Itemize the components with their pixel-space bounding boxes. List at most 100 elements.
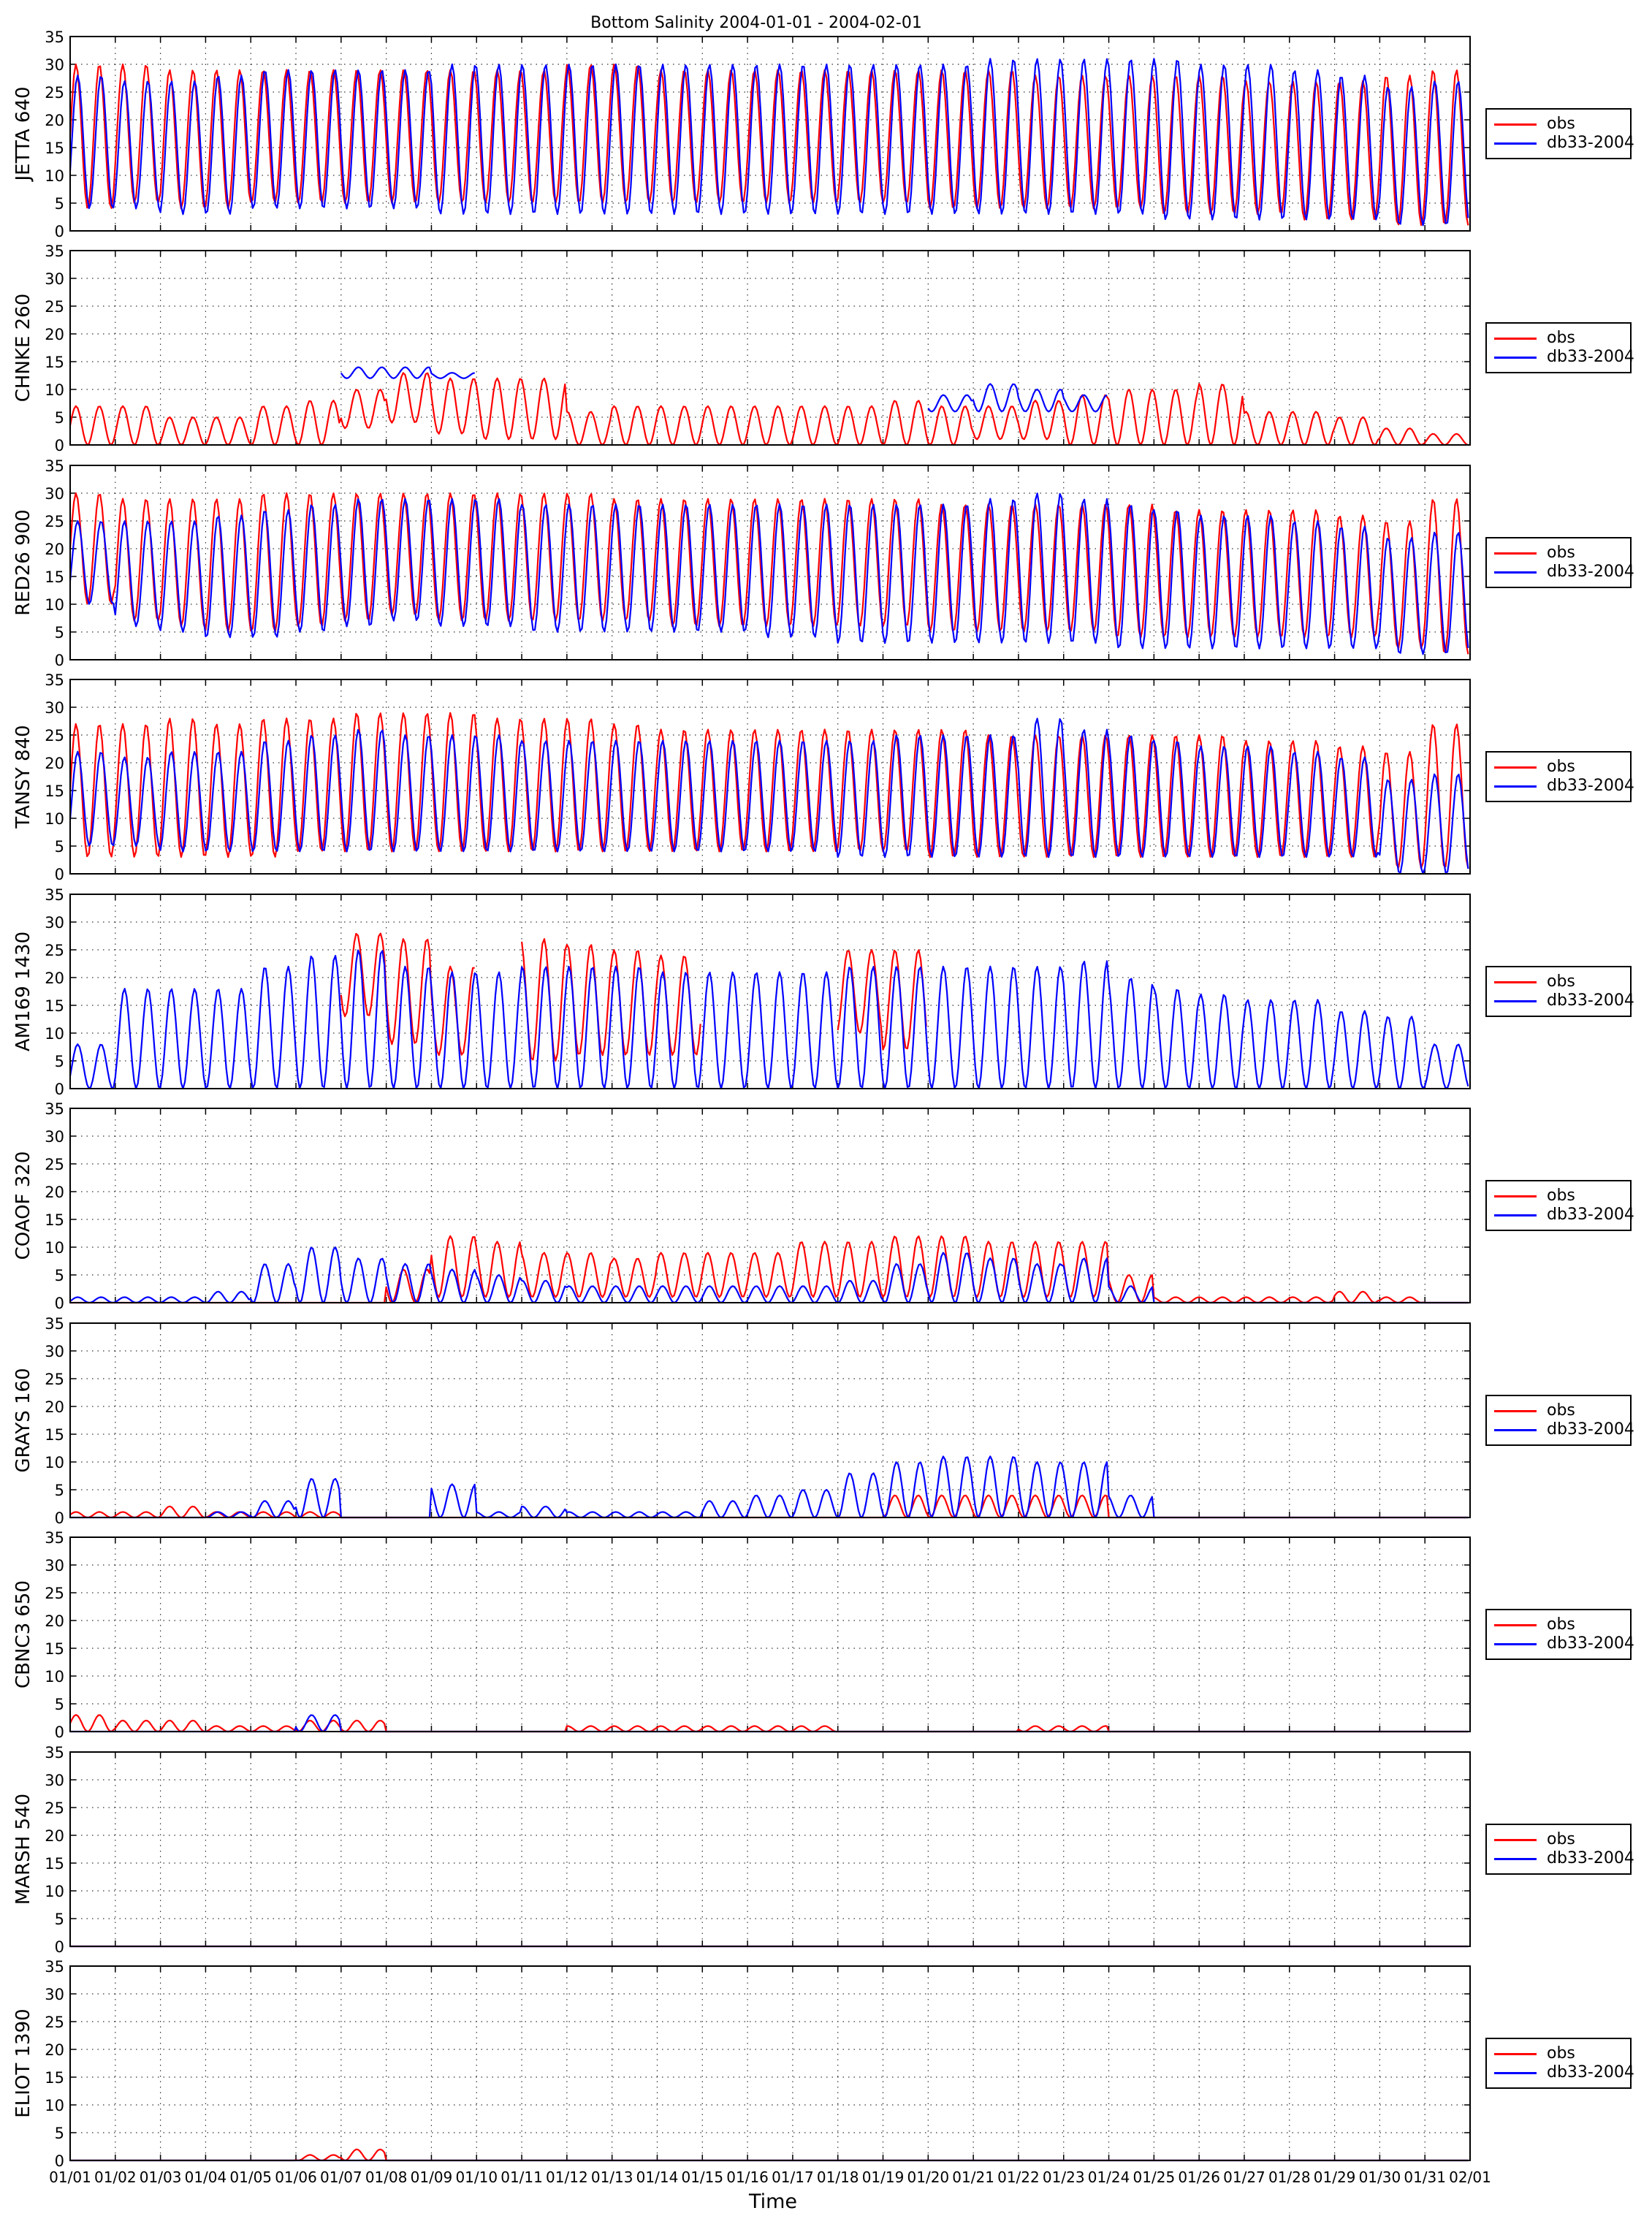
y-tick-label: 5 [55, 1482, 64, 1499]
y-tick-label: 0 [55, 652, 64, 669]
y-tick-label: 5 [55, 2125, 64, 2142]
x-tick-label: 01/06 [275, 2168, 317, 2186]
legend-swatch [1494, 1858, 1537, 1860]
y-tick-label: 35 [45, 457, 64, 475]
legend-swatch [1494, 1410, 1537, 1412]
x-tick-label: 01/24 [1088, 2168, 1130, 2186]
y-tick-label: 15 [45, 1640, 64, 1658]
x-tick-label: 01/18 [817, 2168, 859, 2186]
legend-swatch [1494, 981, 1537, 983]
legend-swatch [1494, 357, 1537, 359]
obs-series-line [69, 63, 1469, 226]
legend-swatch [1494, 142, 1537, 145]
y-tick-label: 15 [45, 568, 64, 586]
y-tick-label: 0 [55, 1724, 64, 1741]
legend-label: db33-2004 [1547, 134, 1634, 152]
panel-ylabel: CHNKE 260 [12, 294, 34, 403]
x-tick-label: 01/29 [1314, 2168, 1356, 2186]
y-tick-label: 10 [45, 1668, 64, 1686]
legend-box: obs db33-2004 [1485, 537, 1634, 588]
legend-label: obs [1547, 1615, 1575, 1634]
panel-2: 0 5 10 15 20 25 30 35 RED26 900 [12, 457, 1471, 669]
y-tick-label: 25 [45, 727, 64, 744]
y-tick-label: 0 [55, 866, 64, 883]
panel-ylabel: RED26 900 [12, 509, 34, 616]
model-series-line [340, 366, 1108, 413]
legend-swatch [1494, 1643, 1537, 1645]
legend-box: obs db33-2004 [1485, 1395, 1634, 1446]
legend-label: db33-2004 [1547, 1420, 1634, 1439]
y-tick-label: 5 [55, 409, 64, 427]
x-tick-label: 01/17 [772, 2168, 814, 2186]
obs-series-line [69, 492, 1469, 655]
y-tick-label: 25 [45, 1800, 64, 1817]
legend-swatch [1494, 1839, 1537, 1841]
legend-label: obs [1547, 544, 1575, 562]
y-tick-label: 20 [45, 1184, 64, 1201]
panel-ylabel: CBNC3 650 [12, 1580, 34, 1688]
y-tick-label: 35 [45, 671, 64, 689]
y-tick-label: 5 [55, 624, 64, 641]
x-tick-label: 01/10 [455, 2168, 498, 2186]
y-tick-label: 15 [45, 782, 64, 800]
y-tick-label: 15 [45, 1855, 64, 1873]
model-series-line [69, 949, 1469, 1090]
legend-swatch [1494, 1214, 1537, 1216]
chart-title: Bottom Salinity 2004-01-01 - 2004-02-01 [590, 14, 922, 32]
y-tick-label: 10 [45, 2097, 64, 2114]
legend-label: db33-2004 [1547, 1634, 1634, 1653]
y-tick-label: 20 [45, 970, 64, 987]
panel-3: 0 5 10 15 20 25 30 35 TANSY 840 [12, 671, 1471, 883]
x-tick-label: 01/11 [500, 2168, 543, 2186]
y-tick-label: 30 [45, 56, 64, 74]
y-tick-label: 10 [45, 810, 64, 828]
panel-4: 0 5 10 15 20 25 30 35 AM169 1430 [12, 886, 1471, 1098]
panel-background [70, 1323, 1470, 1517]
panel-background [70, 1966, 1470, 2160]
y-tick-label: 35 [45, 1100, 64, 1118]
panel-ylabel: JETTA 640 [12, 86, 34, 182]
x-tick-label: 01/07 [320, 2168, 362, 2186]
panel-frame [69, 1322, 1471, 1518]
legend-swatch [1494, 1000, 1537, 1002]
panel-frame [69, 1108, 1471, 1303]
y-tick-label: 10 [45, 1883, 64, 1900]
legend-swatch [1494, 123, 1537, 126]
legend-label: obs [1547, 758, 1575, 776]
model-series-line [69, 492, 1469, 655]
y-tick-label: 35 [45, 243, 64, 260]
y-tick-label: 0 [55, 1295, 64, 1312]
y-tick-label: 20 [45, 2041, 64, 2059]
legend-label: obs [1547, 1187, 1575, 1205]
y-tick-label: 35 [45, 1529, 64, 1547]
legend-swatch [1494, 571, 1537, 574]
y-tick-label: 25 [45, 298, 64, 316]
legend-box: obs db33-2004 [1485, 751, 1634, 802]
y-tick-label: 15 [45, 140, 64, 157]
y-tick-label: 25 [45, 2014, 64, 2031]
y-tick-label: 30 [45, 1128, 64, 1146]
y-tick-label: 20 [45, 1827, 64, 1845]
x-tick-label: 01/14 [636, 2168, 679, 2186]
x-tick-label: 01/05 [229, 2168, 272, 2186]
legend-label: db33-2004 [1547, 1849, 1634, 1867]
panel-frame [69, 894, 1471, 1089]
panel-frame [69, 465, 1471, 660]
legend-box: obs db33-2004 [1485, 2038, 1634, 2089]
legend-box: obs db33-2004 [1485, 1180, 1634, 1231]
x-tick-label: 01/30 [1359, 2168, 1401, 2186]
y-tick-label: 15 [45, 997, 64, 1015]
x-tick-label: 01/27 [1223, 2168, 1265, 2186]
panel-0: 0 5 10 15 20 25 30 35 JETTA 640 [12, 28, 1471, 240]
legend-label: obs [1547, 329, 1575, 347]
y-tick-label: 15 [45, 1211, 64, 1229]
y-tick-label: 30 [45, 1557, 64, 1574]
y-tick-label: 30 [45, 1986, 64, 2003]
x-tick-label: 01/12 [546, 2168, 588, 2186]
panel-ylabel: TANSY 840 [12, 725, 34, 829]
x-tick-label: 01/03 [140, 2168, 182, 2186]
y-tick-label: 25 [45, 1371, 64, 1388]
y-tick-label: 35 [45, 1958, 64, 1976]
y-tick-label: 30 [45, 699, 64, 717]
y-tick-label: 5 [55, 1053, 64, 1070]
